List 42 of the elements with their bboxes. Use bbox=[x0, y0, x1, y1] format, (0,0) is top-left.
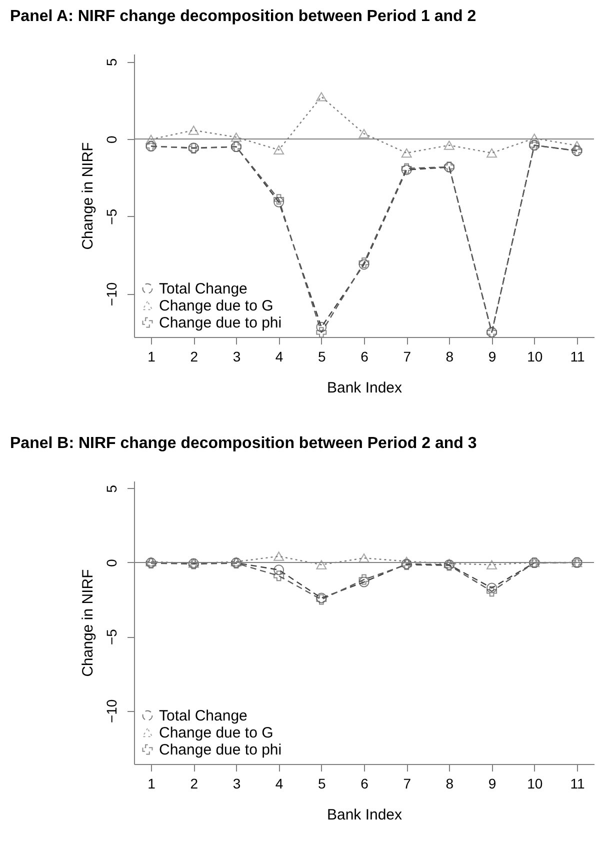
x-tick-label: 1 bbox=[148, 776, 156, 792]
legend-label: Change due to phi bbox=[159, 314, 282, 332]
x-tick-label: 10 bbox=[527, 348, 543, 364]
y-tick-label: 0 bbox=[104, 135, 120, 144]
x-axis-title: Bank Index bbox=[326, 806, 403, 824]
y-tick-label: 5 bbox=[104, 484, 120, 493]
y-tick-label: −10 bbox=[104, 282, 120, 306]
legend-label: Total Change bbox=[159, 708, 248, 724]
y-tick-label: −5 bbox=[104, 208, 120, 225]
legend-label: Change due to G bbox=[159, 724, 274, 742]
legend-label: Change due to phi bbox=[159, 742, 282, 758]
legend-label: Change due to G bbox=[159, 298, 274, 314]
y-tick-label: 5 bbox=[104, 58, 120, 66]
chart-title: Panel A: NIRF change decomposition between Period 1 and 2 bbox=[10, 8, 476, 25]
x-tick-label: 4 bbox=[275, 348, 284, 364]
x-tick-label: 8 bbox=[446, 348, 454, 364]
x-tick-label: 11 bbox=[570, 348, 585, 364]
chart-title: Panel B: NIRF change decomposition between Period 2 and 3 bbox=[10, 435, 477, 452]
x-tick-label: 6 bbox=[360, 776, 369, 792]
x-tick-label: 11 bbox=[570, 776, 585, 792]
x-tick-label: 3 bbox=[232, 348, 241, 364]
y-tick-label: −10 bbox=[104, 699, 120, 724]
x-tick-label: 9 bbox=[488, 776, 496, 792]
x-tick-label: 9 bbox=[488, 348, 496, 364]
x-tick-label: 5 bbox=[318, 776, 326, 792]
x-tick-label: 8 bbox=[446, 776, 454, 792]
x-tick-label: 10 bbox=[527, 776, 543, 792]
x-tick-label: 1 bbox=[148, 348, 156, 364]
x-tick-label: 2 bbox=[190, 348, 198, 364]
x-tick-label: 7 bbox=[403, 348, 412, 364]
x-tick-label: 7 bbox=[403, 776, 412, 792]
x-tick-label: 2 bbox=[190, 776, 198, 792]
y-axis-title: Change in NIRF bbox=[80, 142, 96, 250]
x-tick-label: 4 bbox=[275, 776, 284, 792]
x-tick-label: 6 bbox=[360, 348, 369, 364]
x-tick-label: 5 bbox=[318, 348, 326, 364]
x-axis-title: Bank Index bbox=[326, 380, 403, 396]
y-axis-title: Change in NIRF bbox=[80, 569, 96, 677]
y-tick-label: 0 bbox=[104, 558, 120, 567]
y-tick-label: −5 bbox=[104, 628, 120, 646]
x-tick-label: 3 bbox=[232, 776, 241, 792]
legend-label: Total Change bbox=[159, 280, 248, 298]
